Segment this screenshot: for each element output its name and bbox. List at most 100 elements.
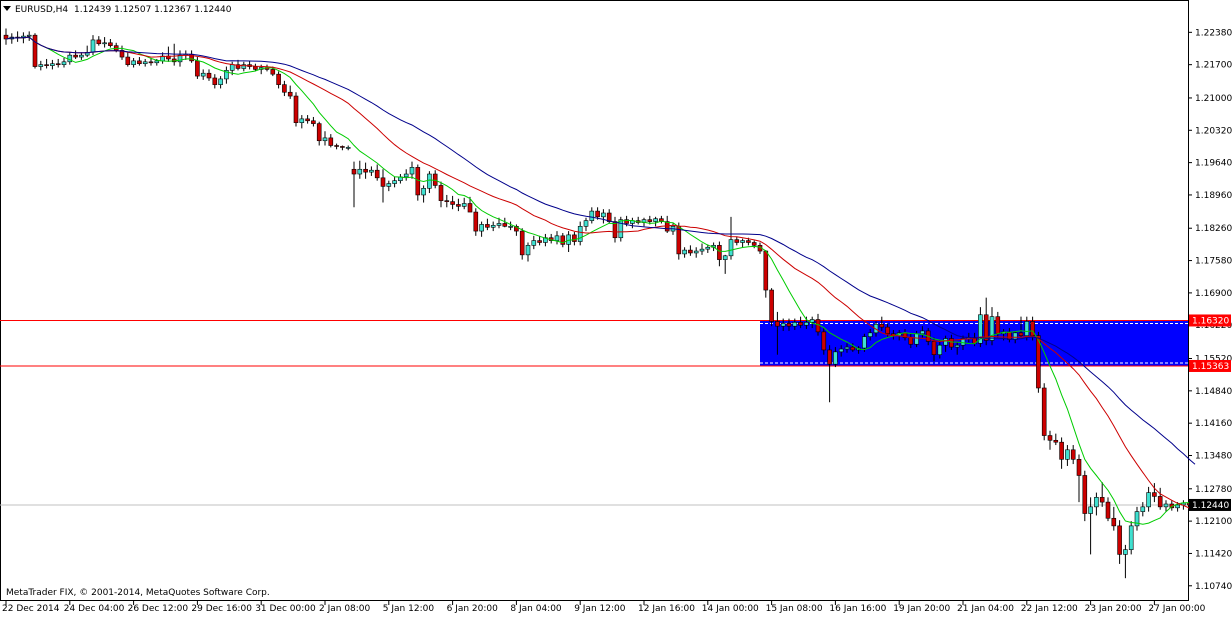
candle-body — [26, 34, 32, 37]
line-price-tag-label: 1.15363 — [1192, 362, 1229, 372]
candle-body — [206, 72, 212, 79]
y-tick-label: 1.14840 — [1195, 387, 1232, 397]
candle — [879, 316, 885, 331]
candle — [403, 169, 409, 181]
candle — [380, 169, 386, 203]
candle-body — [519, 230, 525, 256]
candle — [537, 235, 542, 246]
candle — [345, 145, 351, 151]
current-price-tag-label: 1.12440 — [1192, 501, 1229, 511]
candle-body — [253, 66, 258, 70]
time-axis[interactable]: 22 Dec 2014 24 Dec 04:00 26 Dec 12:00 29 De… — [2, 601, 1206, 614]
candle-body — [299, 118, 305, 123]
candle — [456, 198, 461, 212]
candle-body — [1059, 441, 1064, 460]
candle-body — [983, 314, 989, 341]
y-tick-label: 1.19640 — [1195, 159, 1232, 169]
candle — [595, 207, 600, 220]
candle-body — [850, 346, 856, 351]
candle-body — [154, 60, 160, 64]
candle-body — [508, 226, 513, 228]
candle-body — [241, 64, 247, 69]
candle — [728, 216, 734, 260]
candle — [508, 221, 513, 231]
y-tick-label: 1.10740 — [1195, 582, 1232, 592]
candle-body — [212, 77, 218, 85]
candle-body — [38, 64, 44, 67]
candle-body — [351, 168, 357, 175]
candle-body — [276, 73, 281, 85]
candle-body — [589, 210, 595, 221]
candle — [862, 333, 867, 352]
x-tick-label: 9 Jan 12:00 — [574, 604, 626, 614]
ma-fast-line — [5, 36, 1196, 525]
candle — [1163, 500, 1169, 512]
candle — [218, 76, 223, 89]
candle — [334, 143, 339, 150]
y-tick-label: 1.12100 — [1195, 517, 1232, 527]
candle — [583, 217, 589, 232]
x-tick-label: 5 Jan 12:00 — [383, 604, 435, 614]
y-tick-label: 1.22380 — [1195, 28, 1232, 38]
candle-body — [954, 344, 960, 348]
candle-body — [444, 200, 450, 202]
candle-body — [920, 330, 925, 335]
candle-body — [282, 84, 287, 93]
candle — [1152, 483, 1157, 503]
candle-body — [322, 137, 328, 142]
candle-body — [1053, 439, 1059, 443]
candle-body — [705, 246, 711, 250]
x-tick-label: 16 Jan 16:00 — [829, 604, 886, 614]
candle — [821, 328, 827, 355]
candle-body — [1175, 504, 1180, 509]
candle — [1088, 497, 1093, 555]
candle — [1036, 331, 1041, 393]
candle-body — [229, 64, 235, 71]
candle — [374, 164, 380, 181]
candle — [740, 238, 745, 248]
candle-body — [804, 322, 809, 326]
candle-body — [96, 39, 102, 45]
candle-body — [1047, 435, 1053, 441]
candle-body — [200, 72, 206, 77]
candle-body — [1117, 525, 1122, 555]
candle — [722, 254, 728, 274]
candle-body — [55, 63, 61, 66]
candle — [142, 58, 148, 67]
candle — [299, 115, 305, 129]
candle — [125, 52, 131, 67]
candle — [322, 131, 328, 146]
candle-body — [1099, 497, 1105, 503]
y-tick-label: 1.16900 — [1195, 289, 1232, 299]
candle-body — [792, 322, 798, 327]
x-tick-label: 6 Jan 20:00 — [447, 604, 499, 614]
ma-mid-line — [5, 36, 1196, 511]
candle — [287, 85, 293, 99]
candle-body — [786, 323, 792, 327]
candle — [514, 224, 519, 236]
candle-body — [717, 245, 722, 260]
candle — [1059, 437, 1064, 469]
x-tick-label: 8 Jan 04:00 — [510, 604, 562, 614]
x-tick-label: 23 Jan 20:00 — [1085, 604, 1142, 614]
candle-body — [1163, 503, 1169, 508]
candle — [1123, 544, 1128, 579]
candle — [61, 58, 67, 68]
line-price-tag-label: 1.16320 — [1192, 316, 1229, 326]
candle-body — [931, 341, 937, 356]
candle — [850, 343, 856, 352]
candle-body — [125, 56, 131, 65]
candle — [351, 161, 357, 208]
candle — [241, 61, 247, 72]
candle — [316, 121, 322, 146]
triangle-down-icon[interactable] — [3, 6, 11, 11]
candle — [734, 236, 740, 246]
candle-body — [1041, 387, 1047, 436]
candle — [415, 164, 421, 201]
candle-body — [403, 173, 409, 178]
x-tick-label: 27 Jan 00:00 — [1148, 604, 1205, 614]
candle-body — [1012, 332, 1018, 340]
candle — [282, 80, 287, 97]
candle-body — [1152, 492, 1157, 497]
